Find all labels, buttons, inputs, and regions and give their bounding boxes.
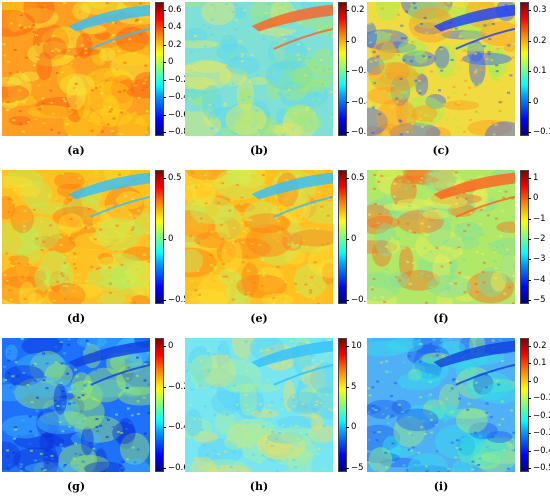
colorbar xyxy=(520,170,529,304)
colorbar xyxy=(520,2,529,136)
colorbar-tick-label: −0.1 xyxy=(533,394,550,403)
colorbar-tick-label: 0 xyxy=(533,377,538,386)
colorbar xyxy=(338,2,347,136)
colorbar xyxy=(338,170,347,304)
colorbar-tick-label: 0.6 xyxy=(168,6,182,15)
panel-i: 0.2 0.1 0 −0.1 −0.2 −0.3 −0.4 −0.5 (i) xyxy=(367,338,547,498)
colorbar-tick-label: −0.3 xyxy=(533,429,550,438)
panel-h: 10 5 0 −5 (h) xyxy=(185,338,365,498)
colorbar-tick-label: 0.2 xyxy=(351,6,365,15)
colorbar-tick-label: 0 xyxy=(168,235,173,244)
colorbar-tick-label: 0 xyxy=(533,98,538,107)
colorbar-tick-label: 0.2 xyxy=(168,41,182,50)
panel-caption: (c) xyxy=(367,144,515,157)
colorbar-tick-label: −3 xyxy=(533,255,546,264)
panel-caption: (d) xyxy=(2,312,150,325)
heatmap-image xyxy=(2,2,150,136)
colorbar-tick-label: 5 xyxy=(351,383,356,392)
colorbar-tick-label: −5 xyxy=(351,464,364,473)
colorbar-tick-label: 0.3 xyxy=(533,6,547,15)
heatmap-image xyxy=(367,338,515,472)
colorbar-tick-label: −0.5 xyxy=(533,464,550,473)
colorbar-tick-label: 0 xyxy=(533,194,538,203)
panel-caption: (f) xyxy=(367,312,515,325)
colorbar-tick-label: −0.2 xyxy=(533,412,550,421)
colorbar-tick-label: 0.5 xyxy=(168,174,182,183)
panel-c: 0.3 0.2 0.1 0 −0.1 (c) xyxy=(367,2,547,162)
heatmap-image xyxy=(185,2,333,136)
panel-g: 0−0.2−0.4−0.6(g) xyxy=(2,338,182,498)
colorbar xyxy=(520,338,529,472)
colorbar-tick-label: −2 xyxy=(533,235,546,244)
colorbar-tick-label: −0.1 xyxy=(533,128,550,137)
colorbar xyxy=(155,2,164,136)
colorbar-tick-label: 10 xyxy=(351,342,362,351)
colorbar-tick-label: 0 xyxy=(351,235,356,244)
colorbar-tick-label: 0.4 xyxy=(168,23,182,32)
heatmap-image xyxy=(367,170,515,304)
heatmap-image xyxy=(2,338,150,472)
colorbar-tick-label: 0 xyxy=(168,58,173,67)
colorbar-tick-label: 0 xyxy=(351,37,356,46)
panel-caption: (b) xyxy=(185,144,333,157)
panel-caption: (i) xyxy=(367,480,515,493)
panel-caption: (e) xyxy=(185,312,333,325)
colorbar-tick-label: 0 xyxy=(168,342,173,351)
panel-caption: (a) xyxy=(2,144,150,157)
colorbar xyxy=(155,338,164,472)
heatmap-image xyxy=(185,170,333,304)
colorbar-tick-label: 0.1 xyxy=(533,359,547,368)
colorbar-tick-label: 0.2 xyxy=(533,342,547,351)
heatmap-image xyxy=(2,170,150,304)
heatmap-image xyxy=(367,2,515,136)
colorbar-tick-label: −0.4 xyxy=(533,447,550,456)
panel-caption: (h) xyxy=(185,480,333,493)
colorbar-tick-label: −5 xyxy=(533,296,546,305)
colorbar-tick-label: 0 xyxy=(351,423,356,432)
colorbar xyxy=(155,170,164,304)
colorbar-tick-label: −4 xyxy=(533,276,546,285)
colorbar-tick-label: 0.5 xyxy=(351,174,365,183)
colorbar-tick-label: −1 xyxy=(533,215,546,224)
colorbar-tick-label: 0.1 xyxy=(533,67,547,76)
heatmap-image xyxy=(185,338,333,472)
colorbar-tick-label: 0.2 xyxy=(533,37,547,46)
panel-f: 1 0 −1 −2 −3 −4 −5 (f) xyxy=(367,170,547,330)
panel-caption: (g) xyxy=(2,480,150,493)
colorbar-tick-label: 1 xyxy=(533,174,538,183)
colorbar xyxy=(338,338,347,472)
